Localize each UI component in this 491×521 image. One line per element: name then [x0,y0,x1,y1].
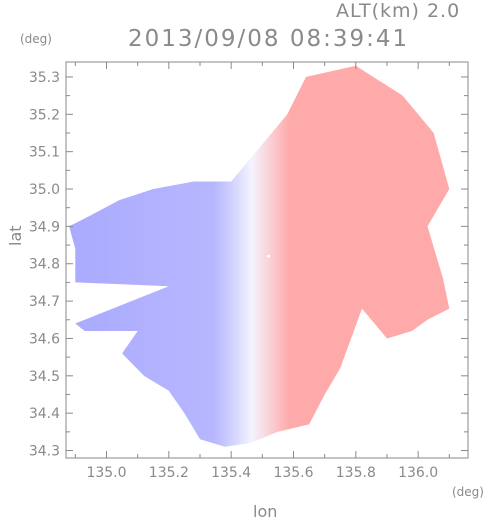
x-axis-unit: (deg) [452,485,484,499]
chart-title-timestamp: 2013/09/08 08:39:41 [128,26,410,52]
y-tick-label: 35.2 [29,107,60,123]
plot-frame [65,61,469,459]
radar-center-marker [267,254,271,258]
x-tick-label: 135.2 [149,465,189,481]
x-tick-label: 135.4 [211,465,251,481]
doppler-echo-region [69,65,450,447]
x-tick-label: 135.8 [336,465,376,481]
y-axis-unit: (deg) [20,32,52,46]
y-tick-label: 35.0 [29,182,60,198]
axis-ticks: 135.0 135.2 135.4 135.6 135.8 136.0 34.3 34.4 34… [29,62,468,481]
altitude-label: ALT(km) 2.0 [336,0,461,22]
y-tick-label: 34.6 [29,331,60,347]
y-tick-label: 34.5 [29,369,60,385]
echo-field [69,65,450,447]
y-tick-label: 34.3 [29,444,60,460]
y-tick-label: 34.4 [29,406,60,422]
y-tick-label: 34.9 [29,219,60,235]
y-tick-label: 34.8 [29,257,60,273]
y-tick-label: 34.7 [29,294,60,310]
x-axis-label: lon [253,502,278,521]
x-tick-label: 135.6 [273,465,313,481]
x-tick-label: 136.0 [398,465,438,481]
x-tick-label: 135.0 [86,465,126,481]
y-tick-label: 35.3 [29,70,60,86]
y-tick-label: 35.1 [29,145,60,161]
